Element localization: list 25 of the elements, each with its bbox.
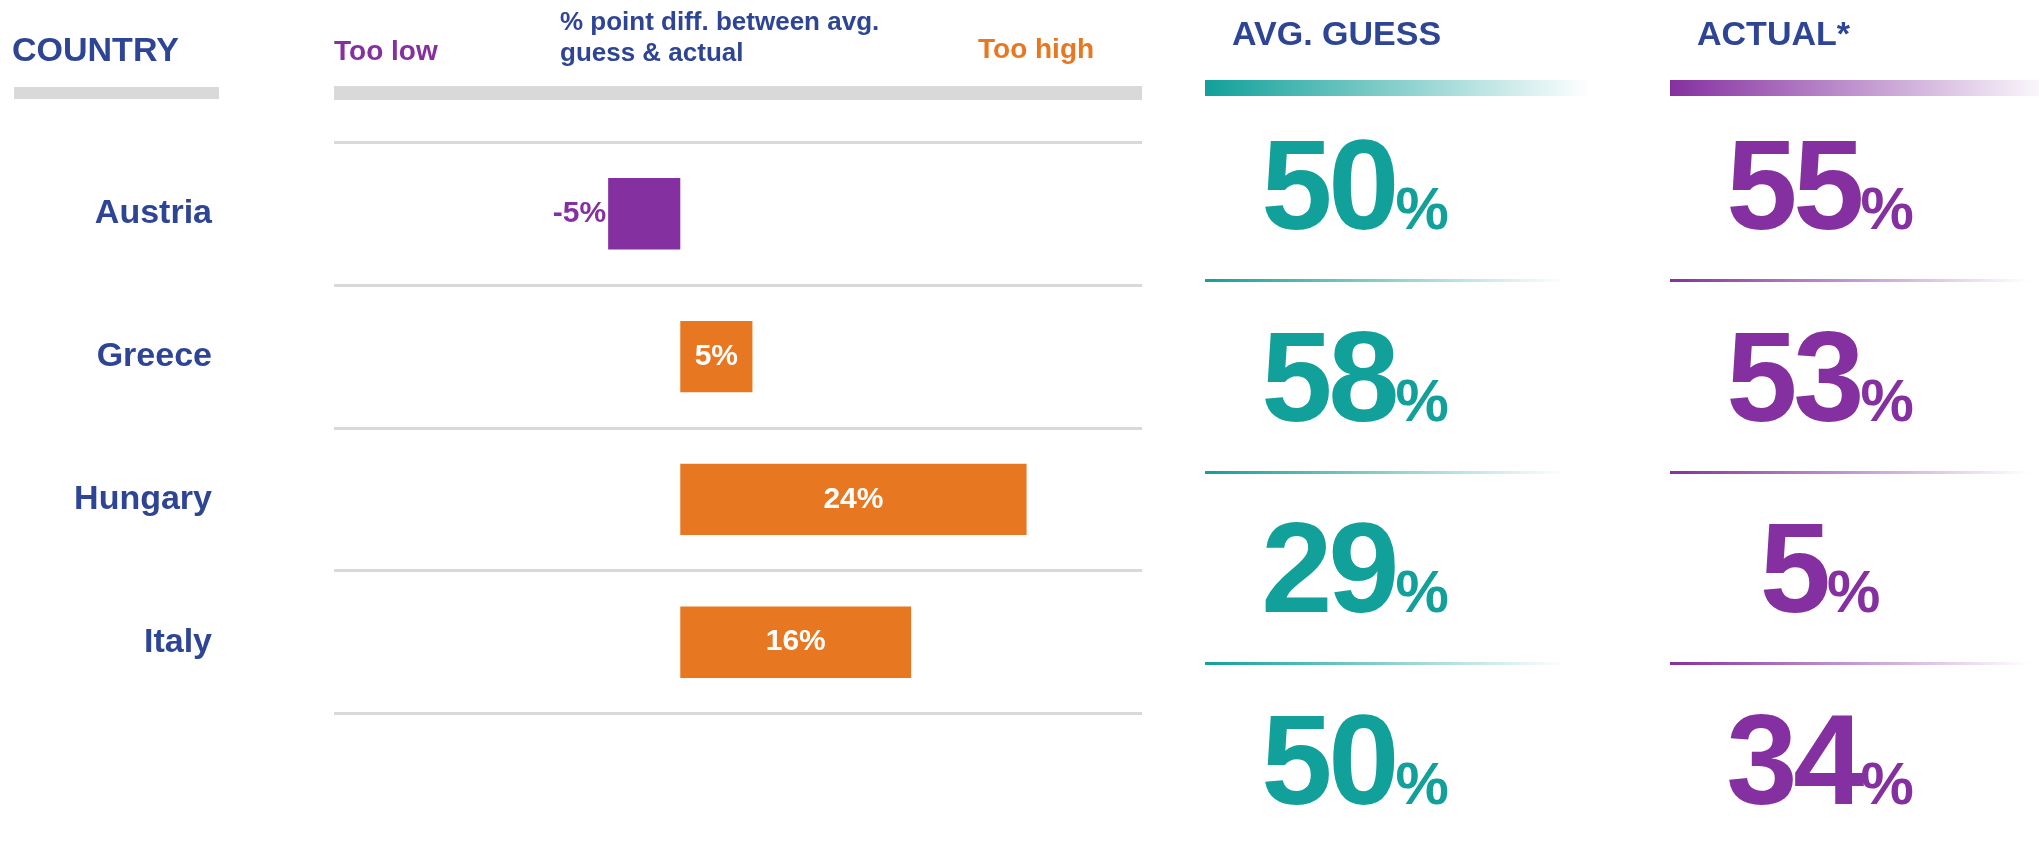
data-label: 16% [765,623,826,657]
data-label: 5% [1758,496,1882,642]
text: Too high [978,33,1095,65]
y-tick-label: Hungary [74,477,213,516]
y-tick-label: Austria [94,192,214,231]
data-label: 53% [1725,304,1915,450]
data-label: 58% [1260,304,1450,450]
data-label: 5% [694,337,739,371]
data-label: 24% [823,480,884,514]
text: Too low [334,35,438,67]
data-label: 50% [1260,688,1450,834]
y-tick-label: Italy [143,620,213,659]
data-label: 34% [1725,688,1915,834]
data-label: 29% [1260,496,1450,642]
data-label: 55% [1725,112,1915,258]
bar [680,606,912,678]
bar [680,463,1027,536]
y-tick-label: Greece [96,334,212,373]
chart-title: % point diff. between avg. guess & actual [560,6,881,68]
text: AVG. GUESS [1232,14,1442,53]
data-label: 50% [1260,112,1450,258]
data-label: -5% [552,195,607,229]
text: ACTUAL* [1697,14,1850,53]
bar [608,178,681,250]
y-axis-title: COUNTRY [12,30,179,69]
